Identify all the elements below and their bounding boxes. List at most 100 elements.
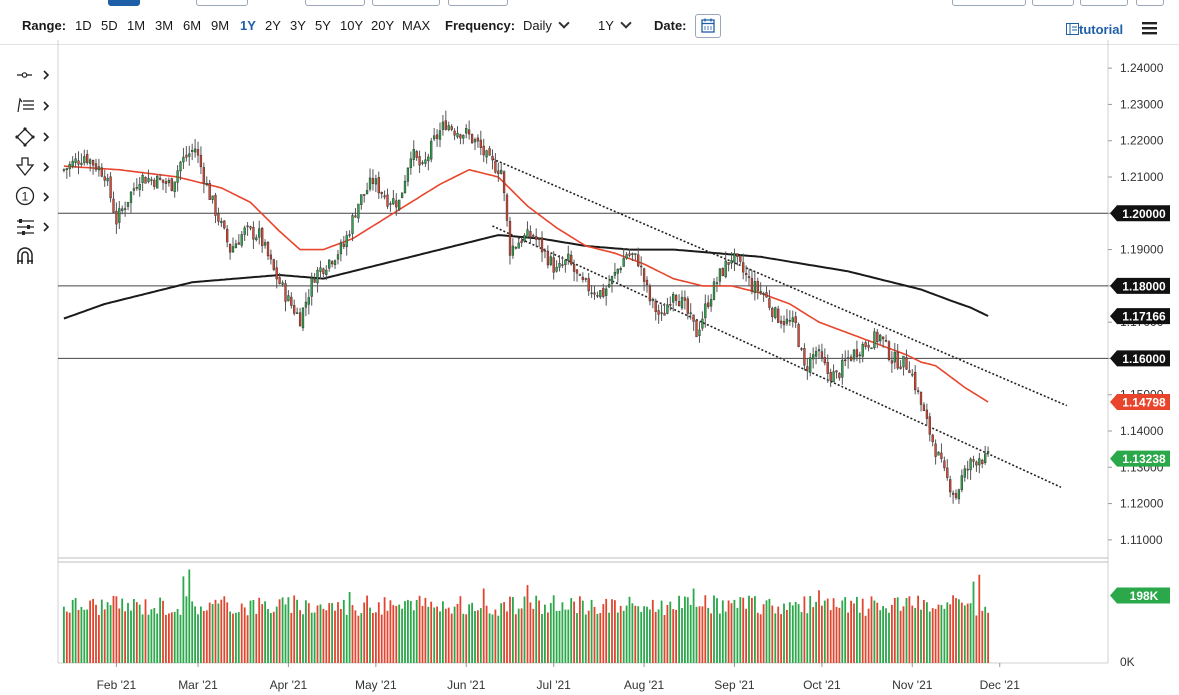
top-action-button[interactable] (1136, 0, 1164, 6)
annotation-tool[interactable]: 1 (14, 184, 54, 208)
volume-bar (272, 611, 275, 663)
range-button-20y[interactable]: 20Y (371, 18, 395, 33)
volume-bar (71, 599, 74, 663)
candle-body (695, 319, 698, 338)
volume-bar (829, 610, 832, 663)
range-button-5y[interactable]: 5Y (315, 18, 331, 33)
volume-bar (791, 605, 794, 663)
range-button-5d[interactable]: 5D (101, 18, 118, 33)
period-dropdown[interactable]: 1Y (598, 17, 632, 34)
volume-bar (587, 610, 590, 663)
top-action-button[interactable] (448, 0, 508, 6)
range-button-2y[interactable]: 2Y (265, 18, 281, 33)
volume-bar (838, 607, 841, 663)
candle-body (902, 355, 905, 368)
volume-bar (704, 595, 707, 663)
shape-tool[interactable] (14, 124, 54, 148)
volume-bar (188, 569, 191, 663)
candle-body (418, 156, 421, 166)
range-button-1y[interactable]: 1Y (240, 18, 256, 33)
price-tag-text: 1.20000 (1122, 207, 1166, 221)
tutorial-link[interactable]: tutorial (1066, 22, 1123, 37)
candle-body (724, 260, 727, 278)
candle-body (94, 163, 98, 170)
top-action-button[interactable] (952, 0, 1026, 6)
candle-body (322, 268, 325, 274)
volume-bar (322, 608, 325, 663)
candle-body (744, 272, 748, 276)
volume-bar (561, 602, 564, 663)
candle-body (794, 316, 797, 324)
arrow-tool[interactable] (14, 154, 54, 178)
volume-bar (710, 613, 712, 663)
top-action-button[interactable] (196, 0, 248, 6)
candle-body (928, 416, 931, 435)
candlesticks (62, 110, 990, 504)
crosshair-tool[interactable] (14, 62, 54, 86)
menu-icon[interactable] (1142, 21, 1158, 35)
top-action-button[interactable] (108, 0, 140, 6)
crosshair-icon (17, 70, 50, 80)
range-button-3y[interactable]: 3Y (290, 18, 306, 33)
candle-body (919, 391, 923, 405)
top-action-button[interactable] (1080, 0, 1128, 6)
volume-bar (651, 599, 654, 663)
top-action-button[interactable] (372, 0, 440, 6)
candle-body (599, 290, 602, 298)
top-action-button[interactable] (305, 0, 365, 6)
volume-bar (185, 596, 188, 663)
volume-bar (517, 608, 520, 663)
volume-bar (351, 605, 354, 663)
volume-bar (678, 595, 680, 663)
candle-body (607, 284, 611, 288)
candle-body (462, 134, 465, 139)
frequency-dropdown[interactable]: Daily (523, 17, 570, 34)
volume-bar (127, 602, 129, 663)
settings-tool[interactable] (14, 214, 54, 238)
volume-bar (669, 601, 672, 663)
candle-body (272, 259, 275, 270)
volume-bar (844, 597, 847, 663)
top-action-button[interactable] (1032, 0, 1074, 6)
volume-bars (63, 569, 989, 664)
range-button-10y[interactable]: 10Y (340, 18, 364, 33)
candle-body (301, 307, 305, 329)
volume-bar (514, 614, 517, 663)
range-button-6m[interactable]: 6M (183, 18, 202, 33)
volume-bar (931, 608, 934, 663)
candle-body (412, 149, 415, 160)
range-button-max[interactable]: MAX (402, 18, 431, 33)
volume-bar (63, 606, 65, 663)
date-picker-button[interactable] (695, 14, 721, 38)
magnet-tool[interactable] (14, 244, 54, 268)
candle-body (427, 156, 430, 162)
candle-body (514, 247, 517, 249)
indicator-list-tool[interactable] (14, 93, 54, 117)
candle-body (293, 305, 296, 314)
candle-body (838, 373, 841, 379)
candle-body (153, 179, 156, 187)
candle-body (444, 120, 447, 130)
volume-bar (672, 609, 675, 663)
range-button-1m[interactable]: 1M (127, 18, 146, 33)
volume-bar (940, 605, 943, 663)
volume-bar (182, 576, 185, 663)
range-button-1d[interactable]: 1D (75, 18, 92, 33)
candle-body (132, 188, 136, 191)
candle-body (791, 317, 794, 323)
candle-body (316, 269, 319, 284)
candle-body (911, 373, 914, 376)
range-button-9m[interactable]: 9M (211, 18, 230, 33)
candle-body (243, 227, 246, 235)
candle-body (310, 278, 313, 297)
candle-body (893, 351, 896, 363)
candle-body (712, 281, 716, 300)
volume-bar (926, 602, 928, 663)
volume-bar (529, 602, 532, 663)
volume-bar (780, 614, 782, 663)
volume-bar (535, 595, 538, 663)
candle-body (208, 182, 211, 200)
range-button-3m[interactable]: 3M (155, 18, 174, 33)
magnet-icon (17, 247, 33, 264)
